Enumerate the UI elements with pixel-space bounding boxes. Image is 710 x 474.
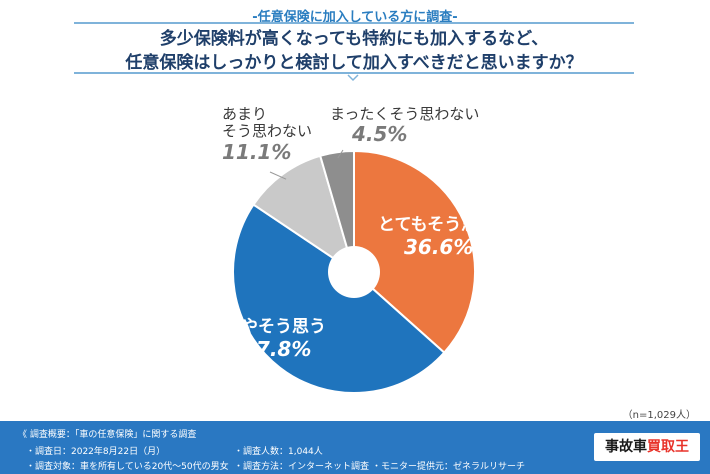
slice-label-not-at-all: まったくそう思わない 4.5% [330, 105, 480, 147]
slice-pct-not-at-all: 4.5% [352, 122, 408, 147]
question-box: 多少保険料が高くなっても特約にも加入するなど、 任意保険はしっかりと検討して加入… [74, 22, 634, 74]
logo-main-text: 事故車 [605, 439, 647, 455]
slice-label-very-much: とてもそう思う 36.6% [378, 215, 496, 259]
survey-header: -任意保険に加入している方に調査- [252, 10, 458, 25]
slice-name-not-really-1: あまり [222, 105, 268, 123]
slice-label-not-really: あまり そう思わない 11.1% [222, 105, 313, 164]
slice-pct-somewhat: 47.8% [242, 336, 312, 361]
slice-name-not-really-2: そう思わない [222, 122, 313, 141]
slice-name-not-at-all: まったくそう思わない [330, 105, 480, 123]
slice-name-very-much: とてもそう思う [378, 215, 496, 235]
slice-pct-very-much: 36.6% [404, 234, 474, 259]
footer-summary: 《 調査概要：「車の任意保険」に関する調査 [18, 430, 197, 440]
footer-method: ・調査方法：インターネット調査 [234, 462, 370, 472]
slice-not-at-all [319, 149, 355, 273]
brand-logo: 事故車買取王 [594, 433, 700, 461]
logo-accent-text: 買取王 [647, 439, 689, 455]
donut-hole [328, 246, 380, 298]
slice-not-really [252, 154, 356, 275]
slice-somewhat [232, 203, 446, 394]
footer-provider: ・モニター提供元：ゼネラルリサーチ [372, 462, 526, 472]
footer-date: ・調査日：2022年8月22日（月） [26, 447, 166, 457]
question-notch-icon [347, 74, 359, 82]
slice-pct-not-really: 11.1% [222, 139, 292, 164]
slice-name-somewhat: ややそう思う [224, 317, 326, 337]
leader-line-not-really [269, 171, 287, 180]
footer-target: ・調査対象：車を所有している20代～50代の男女 [26, 462, 229, 472]
question-line-1: 多少保険料が高くなっても特約にも加入するなど、 [159, 29, 549, 49]
slice-label-somewhat: ややそう思う 47.8% [224, 317, 326, 361]
slice-very-much [353, 149, 476, 354]
leader-line-not-at-all [337, 149, 344, 159]
question-line-2: 任意保険はしっかりと検討して加入すべきだと思いますか？ [125, 53, 583, 73]
survey-footer: 《 調査概要：「車の任意保険」に関する調査 ・調査日：2022年8月22日（月）… [0, 421, 710, 474]
footer-count: ・調査人数：1,044人 [234, 447, 323, 457]
sample-size-note: （n=1,029人） [622, 410, 696, 421]
